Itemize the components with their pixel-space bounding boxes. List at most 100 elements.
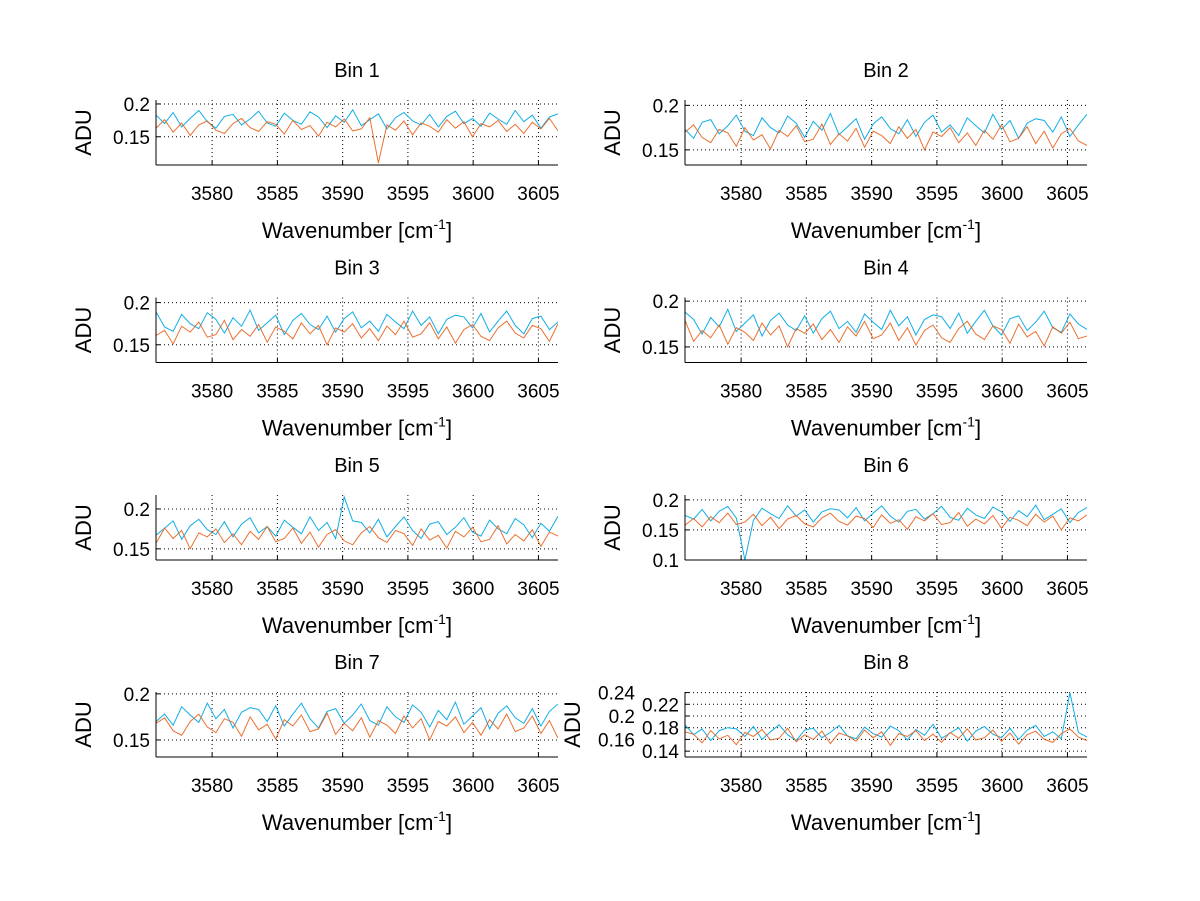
x-tick-label: 3605 — [1046, 776, 1088, 797]
y-tick-label: 0.15 — [113, 540, 150, 561]
y-tick-label: 0.15 — [642, 521, 679, 542]
subplot-title: Bin 1 — [334, 60, 380, 82]
series-blue-line — [156, 700, 558, 731]
y-axis-label: ADU — [71, 504, 96, 550]
x-axis-label-sup: -1 — [434, 414, 447, 430]
x-axis-label-main: Wavenumber [cm — [262, 613, 434, 638]
y-tick-label: 0.14 — [642, 742, 679, 763]
y-tick-label: 0.2 — [653, 292, 679, 313]
x-axis-label-sup: -1 — [434, 216, 447, 232]
x-tick-label: 3585 — [785, 776, 827, 797]
x-axis-label-main: Wavenumber [cm — [791, 613, 963, 638]
subplot-title: Bin 8 — [863, 652, 909, 674]
x-tick-label: 3605 — [1046, 184, 1088, 205]
series-blue-line — [685, 112, 1087, 141]
x-axis-label-main: Wavenumber [cm — [791, 810, 963, 835]
y-axis-label: ADU — [600, 504, 625, 550]
y-tick-label: 0.2 — [124, 294, 150, 315]
y-tick-label: 0.22 — [642, 695, 679, 716]
series-blue-line — [156, 495, 558, 541]
subplot-bin-7: 3580 3585 3590 3595 3600 3605 0.15 0.2 Bin 7 ADU W… — [71, 652, 560, 835]
y-tick-label: 0.1 — [653, 551, 679, 572]
series-orange-line — [685, 727, 1087, 747]
x-axis-label: Wavenumber [cm-1] — [791, 808, 981, 835]
x-tick-label: 3590 — [851, 382, 893, 403]
y-tick-label: 0.2 — [653, 96, 679, 117]
x-tick-label: 3595 — [387, 776, 429, 797]
y-axis-label: ADU — [600, 307, 625, 353]
series-blue-line — [685, 308, 1087, 338]
x-axis-label-sup: -1 — [963, 808, 976, 824]
y-tick-label: 0.2 — [609, 707, 635, 728]
x-axis-label: Wavenumber [cm-1] — [262, 414, 452, 441]
x-tick-label: 3585 — [785, 184, 827, 205]
x-tick-label: 3605 — [1046, 382, 1088, 403]
subplot-bin-3: 3580 3585 3590 3595 3600 3605 0.15 0.2 Bin 3 ADU W… — [71, 258, 560, 441]
x-tick-label: 3590 — [322, 579, 364, 600]
series-orange-line — [156, 116, 558, 164]
x-tick-label: 3600 — [452, 776, 494, 797]
x-tick-label: 3595 — [916, 579, 958, 600]
subplot-title: Bin 2 — [863, 60, 909, 82]
subplot-bin-5: 3580 3585 3590 3595 3600 3605 0.15 0.2 Bin 5 ADU W… — [71, 455, 560, 638]
subplot-title: Bin 6 — [863, 455, 909, 477]
y-axis-label: ADU — [71, 307, 96, 353]
x-tick-label: 3590 — [322, 776, 364, 797]
x-axis-label-end: ] — [975, 416, 981, 441]
subplot-bin-8: 3580 3585 3590 3595 3600 36050.140.160.180.20… — [560, 652, 1089, 835]
x-axis-label-end: ] — [975, 613, 981, 638]
subplot-bin-4: 3580 3585 3590 3595 3600 3605 0.15 0.2 Bin 4 ADU W… — [600, 258, 1089, 441]
x-tick-label: 3580 — [191, 184, 233, 205]
x-tick-label: 3580 — [191, 579, 233, 600]
x-tick-label: 3605 — [517, 776, 559, 797]
x-tick-label: 3600 — [981, 776, 1023, 797]
x-axis-label-end: ] — [446, 810, 452, 835]
y-tick-label: 0.15 — [113, 731, 150, 752]
x-axis-label-sup: -1 — [963, 414, 976, 430]
x-tick-label: 3580 — [720, 184, 762, 205]
series-blue-line — [156, 309, 558, 336]
y-tick-label: 0.15 — [642, 338, 679, 359]
x-tick-label: 3600 — [981, 579, 1023, 600]
x-tick-label: 3590 — [851, 579, 893, 600]
x-axis-label-main: Wavenumber [cm — [262, 416, 434, 441]
x-tick-label: 3605 — [1046, 579, 1088, 600]
x-tick-label: 3600 — [452, 184, 494, 205]
x-axis-label: Wavenumber [cm-1] — [262, 808, 452, 835]
x-tick-label: 3580 — [720, 776, 762, 797]
y-tick-label: 0.16 — [598, 730, 635, 751]
x-axis-label: Wavenumber [cm-1] — [791, 216, 981, 243]
series-blue-line — [685, 692, 1087, 743]
series-orange-line — [156, 319, 558, 346]
x-tick-label: 3590 — [851, 776, 893, 797]
x-tick-label: 3590 — [322, 184, 364, 205]
x-tick-label: 3595 — [916, 776, 958, 797]
series-blue-line — [156, 108, 558, 130]
series-orange-line — [156, 712, 558, 742]
x-axis-label: Wavenumber [cm-1] — [262, 611, 452, 638]
series-blue-line — [685, 504, 1087, 560]
x-tick-label: 3600 — [452, 579, 494, 600]
y-tick-label: 0.15 — [113, 336, 150, 357]
x-tick-label: 3595 — [387, 184, 429, 205]
x-axis-label-end: ] — [446, 613, 452, 638]
x-axis-label-end: ] — [446, 416, 452, 441]
x-axis-label-main: Wavenumber [cm — [262, 810, 434, 835]
x-axis-label-end: ] — [975, 810, 981, 835]
subplot-title: Bin 4 — [863, 258, 909, 280]
x-tick-label: 3585 — [256, 776, 298, 797]
x-axis-label-sup: -1 — [434, 611, 447, 627]
y-axis-label: ADU — [71, 701, 96, 747]
subplot-title: Bin 7 — [334, 652, 380, 674]
x-tick-label: 3585 — [785, 579, 827, 600]
x-axis-label-sup: -1 — [963, 216, 976, 232]
x-tick-label: 3595 — [916, 184, 958, 205]
y-tick-label: 0.24 — [598, 684, 635, 705]
y-tick-label: 0.2 — [124, 95, 150, 116]
y-tick-label: 0.15 — [642, 141, 679, 162]
subplot-bin-6: 3580 3585 3590 3595 3600 3605 0.1 0.15 0.2 Bin 6 A… — [600, 455, 1089, 638]
subplot-title: Bin 5 — [334, 455, 380, 477]
x-tick-label: 3595 — [387, 382, 429, 403]
series-orange-line — [685, 511, 1087, 531]
series-orange-line — [156, 524, 558, 550]
